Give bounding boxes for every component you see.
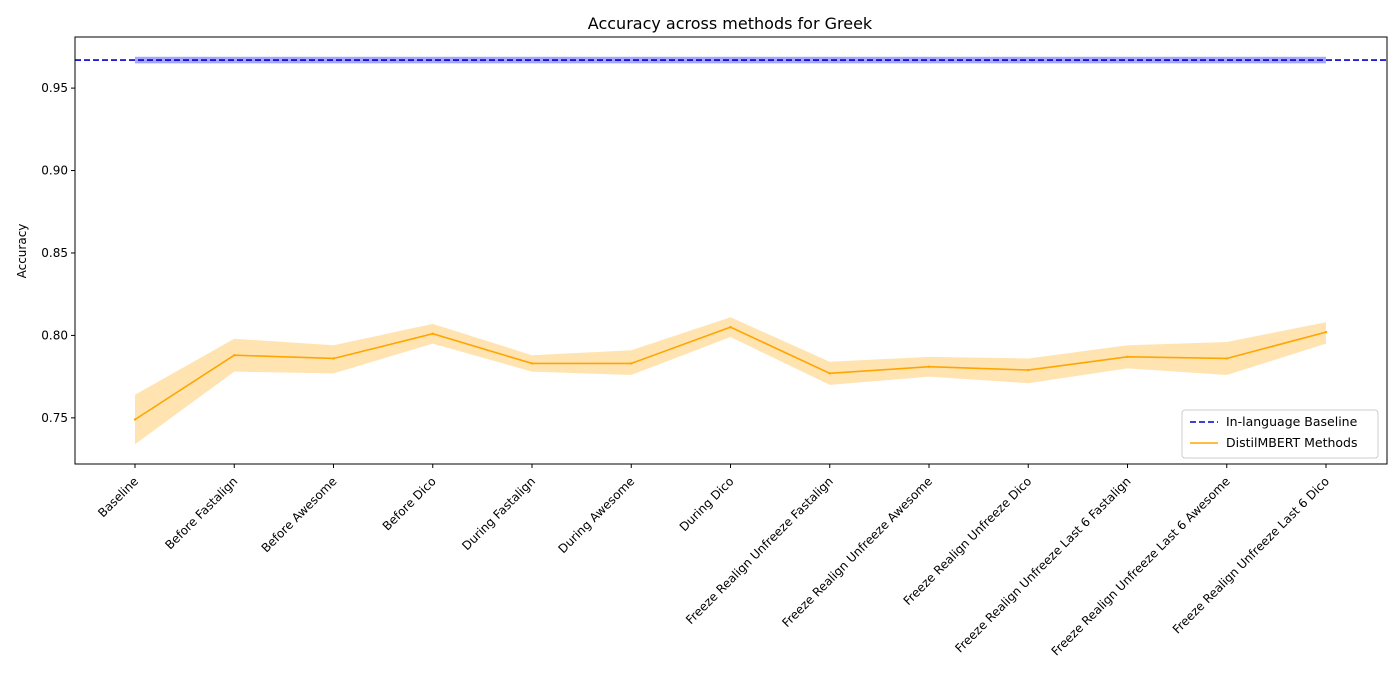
legend-label-methods: DistilMBERT Methods (1226, 435, 1358, 450)
plot-area (75, 56, 1387, 445)
methods-point (431, 332, 434, 335)
x-tick-label: During Dico (677, 474, 737, 534)
x-tick-label: During Awesome (556, 474, 638, 556)
x-tick-label: Baseline (95, 474, 141, 520)
x-tick-label: Freeze Realign Unfreeze Last 6 Fastalign (952, 474, 1133, 655)
methods-point (1027, 368, 1030, 372)
y-tick-label: 0.75 (41, 411, 68, 425)
y-tick-label: 0.85 (41, 246, 68, 260)
x-tick-label: Before Fastalign (162, 474, 240, 552)
methods-point (233, 353, 236, 357)
methods-point (729, 325, 732, 329)
legend-box (1181, 409, 1379, 459)
y-tick-label: 0.80 (41, 328, 68, 342)
x-tick-label: Before Dico (380, 474, 439, 533)
methods-point (927, 365, 931, 368)
x-tick-label: Before Awesome (259, 474, 340, 555)
methods-line (134, 326, 1327, 421)
methods-point (1126, 355, 1129, 359)
x-tick-label: Freeze Realign Unfreeze Last 6 Dico (1170, 474, 1332, 636)
methods-confidence-band (135, 317, 1326, 445)
methods-point (828, 372, 831, 375)
chart-title: Accuracy across methods for Greek (588, 14, 873, 33)
baseline-band (135, 56, 1326, 64)
methods-point (630, 362, 633, 365)
axes-frame (74, 36, 1388, 465)
methods-point (1225, 357, 1228, 360)
legend: In-language Baseline DistilMBERT Methods (1181, 409, 1379, 459)
x-tick-label: During Fastalign (459, 474, 538, 553)
methods-point (332, 357, 335, 360)
legend-label-baseline: In-language Baseline (1226, 414, 1358, 429)
y-axis-label: Accuracy (15, 224, 29, 279)
y-tick-label: 0.90 (41, 164, 68, 178)
x-tick-label: Freeze Realign Unfreeze Last 6 Awesome (1049, 474, 1233, 658)
methods-point (133, 418, 137, 421)
y-tick-label: 0.95 (41, 81, 68, 95)
methods-point (530, 362, 534, 365)
methods-point (1324, 330, 1328, 334)
